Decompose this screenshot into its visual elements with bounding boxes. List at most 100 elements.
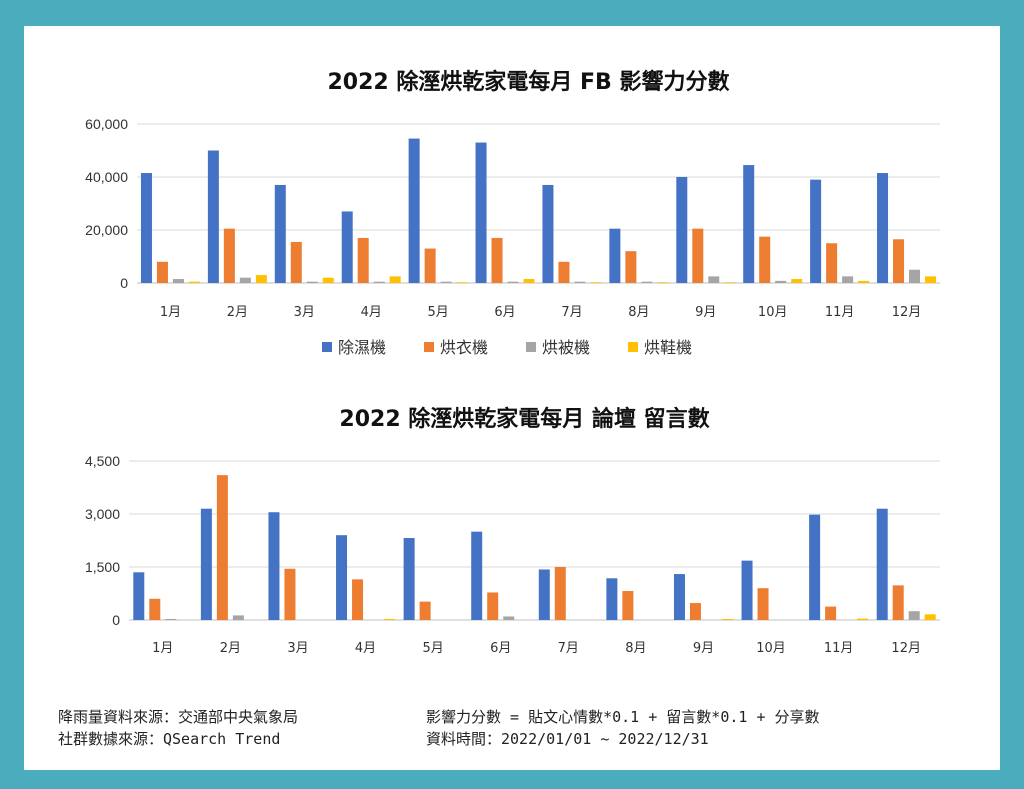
bar-dehumidifier [200,508,212,620]
x-category-label: 3月 [294,305,315,320]
chart-card: 2022 除溼烘乾家電每月 FB 影響力分數 0 20,000 40,000 60,00… [24,26,1000,770]
bar-dryer [424,248,436,283]
bar-dehumidifier [609,228,621,283]
bar-futon_dryer [239,277,251,283]
legend-swatch-dryer [424,342,434,352]
chart-title-1: 2022 除溼烘乾家電每月 FB 影響力分數 [327,69,729,95]
bar-dryer [893,239,905,283]
bar-shoe_dryer [791,279,803,283]
bar-dryer [352,579,364,620]
y-tick-label: 0 [112,612,120,628]
bar-dryer [357,237,369,283]
legend-label-dehumidifier: 除濕機 [338,338,386,357]
bar-shoe_dryer [857,618,869,620]
x-category-label: 2月 [220,641,241,656]
legend-swatch-dehumidifier [322,342,332,352]
bar-dehumidifier [140,173,152,283]
y-tick-label: 3,000 [85,506,120,522]
bar-dehumidifier [673,574,685,620]
bar-shoe_dryer [657,282,669,283]
bar-dehumidifier [606,578,618,620]
bar-futon_dryer [373,281,385,283]
bar-shoe_dryer [858,280,870,283]
x-category-label: 9月 [693,641,714,656]
bar-dryer [622,591,634,620]
legend-label-dryer: 烘衣機 [440,338,488,357]
x-category-label: 5月 [427,305,448,320]
x-category-label: 4月 [355,641,376,656]
x-category-label: 2月 [227,305,248,320]
x-category-label: 9月 [695,305,716,320]
bar-dryer [419,601,431,620]
bar-shoe_dryer [456,282,468,283]
bar-dehumidifier [207,150,219,283]
bar-shoe_dryer [523,279,535,283]
footer-notes: 影響力分數 = 貼文心情數*0.1 + 留言數*0.1 + 分享數 資料時間：2… [426,706,820,750]
bar-shoe_dryer [322,277,334,283]
bar-shoe_dryer [925,276,937,283]
x-category-label: 10月 [758,305,788,320]
bar-dehumidifier [268,512,280,620]
y-tick-label: 20,000 [85,222,128,238]
bar-dryer [558,261,570,283]
legend-swatch-shoe_dryer [628,342,638,352]
bar-dryer [216,475,228,620]
rainfall-source-text: 降雨量資料來源：交通部中央氣象局 [58,708,299,726]
bar-futon_dryer [172,279,184,283]
bar-futon_dryer [908,611,920,620]
footer-sources: 降雨量資料來源：交通部中央氣象局 社群數據來源：QSearch Trend [58,706,298,750]
bar-dehumidifier [475,142,487,283]
date-range-text: 資料時間：2022/01/01 ~ 2022/12/31 [426,730,709,748]
bar-shoe_dryer [384,618,396,620]
x-category-label: 6月 [490,641,511,656]
score-formula-text: 影響力分數 = 貼文心情數*0.1 + 留言數*0.1 + 分享數 [426,708,820,726]
x-category-label: 12月 [892,305,922,320]
bar-dehumidifier [538,569,550,620]
bar-dehumidifier [408,138,420,283]
bar-dryer [554,567,566,620]
bar-futon_dryer [232,615,244,620]
x-category-label: 7月 [561,305,582,320]
charts-canvas: 2022 除溼烘乾家電每月 FB 影響力分數 0 20,000 40,000 60,00… [85,69,940,656]
bar-dryer [284,568,296,620]
bar-futon_dryer [306,281,318,283]
bar-dryer [689,603,701,620]
bar-dryer [826,243,838,283]
bar-dryer [290,241,302,283]
x-category-label: 3月 [287,641,308,656]
x-category-label: 7月 [558,641,579,656]
x-category-label: 8月 [625,641,646,656]
bar-dryer [892,585,904,620]
y-tick-label: 1,500 [85,559,120,575]
bar-futon_dryer [165,618,177,620]
bar-futon_dryer [909,269,921,283]
x-category-label: 12月 [891,641,921,656]
bar-dehumidifier [336,535,348,620]
x-category-label: 1月 [160,305,181,320]
bar-futon_dryer [708,276,720,283]
social-source-text: 社群數據來源：QSearch Trend [58,730,281,748]
x-category-label: 4月 [361,305,382,320]
bar-futon_dryer [503,616,515,620]
bar-dehumidifier [403,538,415,620]
x-category-label: 11月 [824,641,854,656]
bar-dryer [625,251,637,283]
bar-shoe_dryer [924,614,936,620]
bar-dehumidifier [877,173,889,283]
bar-dehumidifier [341,211,353,283]
bar-dehumidifier [133,572,145,620]
bar-shoe_dryer [389,276,401,283]
bar-dryer [487,592,499,620]
legend-label-shoe_dryer: 烘鞋機 [644,338,692,357]
x-category-label: 10月 [756,641,786,656]
y-tick-label: 40,000 [85,169,128,185]
chart-title-2: 2022 除溼烘乾家電每月 論壇 留言數 [339,406,709,432]
bar-dehumidifier [876,508,888,620]
legend-label-futon_dryer: 烘被機 [542,338,590,357]
bar-futon_dryer [842,276,854,283]
bar-futon_dryer [574,281,586,283]
bar-dehumidifier [743,165,755,283]
y-tick-label: 4,500 [85,453,120,469]
x-category-label: 11月 [825,305,855,320]
y-tick-label: 60,000 [85,116,128,132]
